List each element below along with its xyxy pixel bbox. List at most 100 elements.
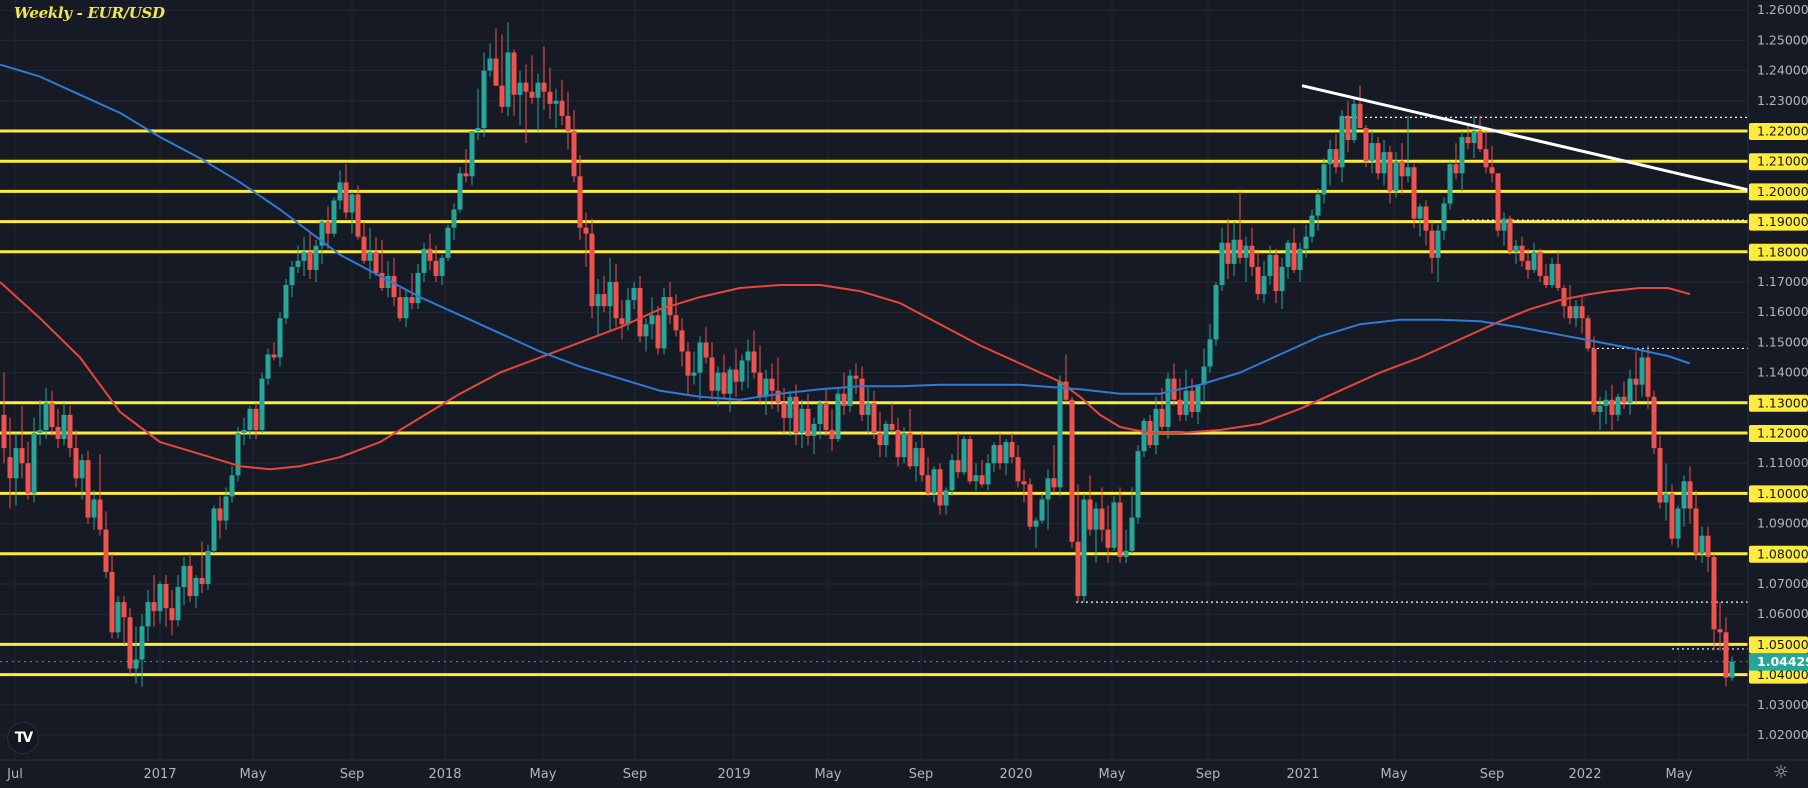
candle-down [1105, 529, 1111, 548]
candle-down [85, 460, 91, 518]
candle-up [1639, 357, 1645, 385]
candle-down [571, 131, 577, 177]
candle-up [133, 659, 139, 669]
price-axis-label: 1.14000 [1757, 365, 1808, 380]
candle-down [541, 82, 547, 92]
candle-up [91, 499, 97, 518]
candle-down [1399, 161, 1405, 177]
candle-down [391, 275, 397, 298]
candle-up [235, 433, 241, 476]
candle-up [715, 372, 721, 391]
candle-up [265, 354, 271, 379]
candle-down [67, 414, 73, 449]
candle-up [451, 209, 457, 228]
candle-up [1627, 378, 1633, 403]
candle-down [613, 282, 619, 319]
candle-up [835, 393, 841, 440]
candle-down [271, 354, 277, 358]
candle-down [757, 372, 763, 397]
candle-up [1531, 251, 1537, 270]
candle-down [1633, 378, 1639, 385]
candle-up [415, 272, 421, 304]
tradingview-logo-icon[interactable]: TV [7, 722, 39, 754]
candle-down [1411, 167, 1417, 219]
time-axis-label: Sep [1480, 767, 1505, 782]
candle-down [823, 402, 829, 430]
candle-down [325, 221, 331, 234]
candle-down [1705, 535, 1711, 557]
candle-down [1063, 381, 1069, 400]
price-level-tag-label: 1.22000 [1757, 124, 1808, 139]
candle-up [595, 294, 601, 307]
candle-up [205, 550, 211, 584]
candle-down [1555, 263, 1561, 289]
candle-up [475, 127, 481, 131]
candle-down [343, 182, 349, 213]
candle-up [787, 396, 793, 418]
candle-down [1189, 390, 1195, 412]
candle-down [1567, 306, 1573, 319]
candle-down [1117, 502, 1123, 557]
candle-up [535, 82, 541, 98]
candle-up [1297, 248, 1303, 270]
candle-down [511, 52, 517, 95]
trendline[interactable] [1301, 84, 1749, 192]
candle-down [1273, 254, 1279, 292]
horizontal-levels[interactable] [0, 129, 1748, 677]
price-level-tag [1749, 394, 1808, 412]
candle-down [1, 414, 7, 449]
candle-down [1543, 275, 1549, 286]
candle-down [877, 433, 883, 446]
candle-up [1339, 115, 1345, 168]
candle-down [1177, 399, 1183, 415]
candle-down [619, 318, 625, 325]
price-axis[interactable]: 1.26000 1.25000 1.24000 1.23000 1.17000 1.160… [1757, 2, 1808, 742]
price-level-tag [1749, 666, 1808, 684]
descending-trendline[interactable] [1301, 84, 1749, 192]
candle-down [49, 402, 55, 427]
candle-up [607, 282, 613, 307]
candle-down [793, 396, 799, 433]
candle-down [805, 408, 811, 437]
candle-down [109, 571, 115, 633]
candle-down [103, 529, 109, 572]
candle-down [1363, 127, 1369, 162]
candle-up [37, 429, 43, 433]
settings-gear-icon[interactable]: ☼ [1772, 762, 1790, 783]
candle-down [55, 426, 61, 440]
candle-down [733, 369, 739, 382]
candle-up [331, 200, 337, 234]
candle-down [1255, 266, 1261, 295]
price-level-tag [1749, 636, 1808, 654]
candle-up [739, 360, 745, 382]
candle-down [1657, 448, 1663, 503]
candle-up [1195, 384, 1201, 412]
price-level-tag [1749, 425, 1808, 442]
candle-up [625, 300, 631, 325]
candle-down [253, 408, 259, 430]
candle-up [745, 351, 751, 361]
price-axis-label: 1.17000 [1757, 274, 1808, 289]
candle-up [1681, 481, 1687, 509]
time-axis[interactable]: Jul 2017 May Sep 2018 May Sep 2019 May Sep 2020 May… [6, 767, 1693, 782]
price-level-tag-label: 1.10000 [1757, 486, 1808, 501]
time-axis-label: 2019 [717, 767, 750, 782]
candle-down [895, 429, 901, 458]
candle-down [1171, 378, 1177, 400]
candle-up [1471, 131, 1477, 144]
candle-down [529, 91, 535, 98]
candle-up [469, 131, 475, 177]
candle-down [1345, 115, 1351, 141]
candle-up [1279, 266, 1285, 292]
candle-up [901, 433, 907, 458]
moving-average-line [0, 281, 1691, 471]
candle-down [721, 372, 727, 394]
candle-up [1267, 254, 1273, 276]
candle-down [121, 602, 127, 618]
candle-up [1513, 245, 1519, 252]
candle-up [1309, 215, 1315, 237]
price-axis-label: 1.11000 [1757, 455, 1808, 470]
candle-up [1201, 366, 1207, 385]
candle-down [307, 251, 313, 270]
